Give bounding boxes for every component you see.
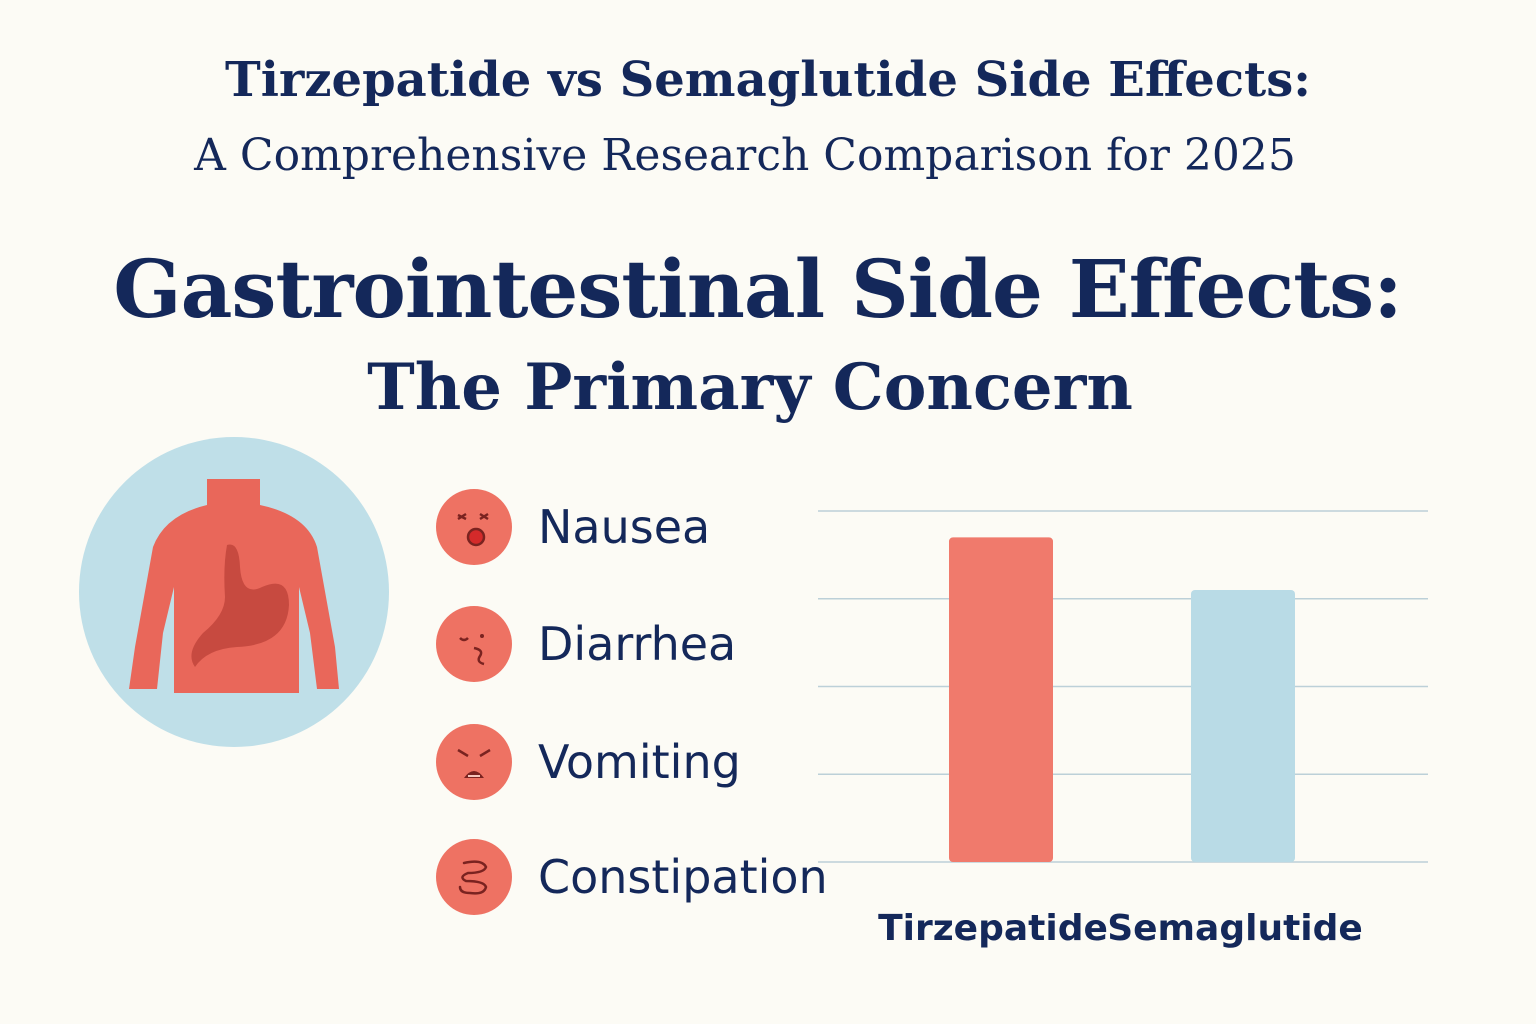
list-item-nausea: Nausea (436, 488, 876, 566)
list-item-vomiting: Vomiting (436, 723, 876, 801)
chart-bars (949, 537, 1295, 862)
list-item-constipation: Constipation (436, 838, 876, 916)
page-subtitle: A Comprehensive Research Comparison for … (194, 130, 1296, 181)
intestine-icon (436, 839, 512, 915)
x-tick-label: Tirzepatide (878, 908, 1108, 949)
chart-gridlines (818, 510, 1428, 863)
chart-x-labels: Tirzepatide Semaglutide (878, 908, 1363, 949)
side-effect-label: Vomiting (538, 735, 741, 789)
nausea-face-icon (436, 489, 512, 565)
torso-stomach-illustration (79, 437, 389, 747)
section-heading: Gastrointestinal Side Effects: (113, 242, 1402, 336)
section-subheading: The Primary Concern (367, 350, 1133, 425)
vomiting-face-icon (436, 724, 512, 800)
page-title: Tirzepatide vs Semaglutide Side Effects: (225, 52, 1311, 108)
bar-semaglutide (1191, 589, 1295, 862)
x-tick-label: Semaglutide (1107, 908, 1363, 949)
list-item-diarrhea: Diarrhea (436, 605, 876, 683)
stomach-icon (191, 544, 289, 667)
side-effect-label: Nausea (538, 500, 711, 554)
diarrhea-face-icon (436, 606, 512, 682)
side-effect-label: Diarrhea (538, 617, 737, 671)
side-effect-label: Constipation (538, 850, 828, 904)
bar-tirzepatide (949, 537, 1053, 862)
